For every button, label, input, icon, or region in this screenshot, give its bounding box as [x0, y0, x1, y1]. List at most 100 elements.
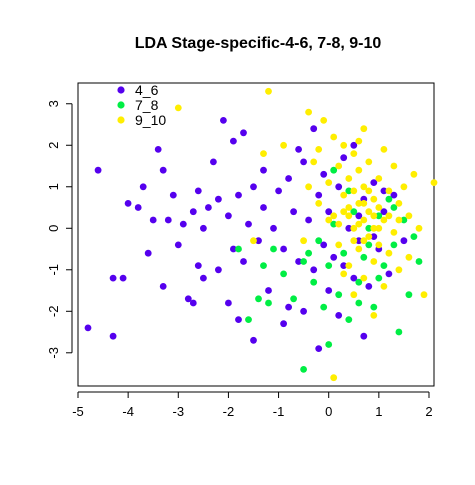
x-tick-label: -2 — [223, 404, 235, 419]
point-9_10 — [340, 270, 348, 278]
point-4_6 — [335, 183, 343, 191]
point-9_10 — [330, 212, 338, 220]
point-4_6 — [194, 262, 202, 269]
point-4_6 — [169, 191, 177, 199]
point-4_6 — [230, 137, 237, 145]
point-9_10 — [310, 158, 318, 166]
y-axis: -3 -2 -1 0 1 2 3 — [46, 100, 73, 359]
point-4_6 — [315, 345, 323, 352]
point-9_10 — [330, 133, 338, 141]
point-9_10 — [375, 241, 383, 249]
point-7_8 — [235, 245, 242, 253]
point-4_6 — [250, 336, 257, 344]
point-4_6 — [325, 287, 333, 294]
point-7_8 — [345, 316, 353, 323]
point-4_6 — [184, 295, 192, 303]
point-9_10 — [250, 237, 257, 245]
point-7_8 — [280, 270, 287, 278]
x-tick-label: -3 — [173, 404, 185, 419]
point-7_8 — [355, 278, 363, 286]
point-7_8 — [300, 366, 307, 373]
legend-label-4_6: 4_6 — [135, 82, 159, 98]
point-4_6 — [325, 208, 333, 216]
point-4_6 — [320, 170, 328, 178]
point-9_10 — [390, 162, 398, 170]
point-4_6 — [280, 320, 287, 328]
point-4_6 — [330, 253, 338, 261]
point-9_10 — [335, 241, 343, 249]
point-9_10 — [370, 212, 378, 220]
point-9_10 — [395, 266, 403, 274]
point-4_6 — [124, 200, 132, 207]
x-tick-label: 2 — [425, 404, 432, 419]
point-4_6 — [174, 241, 182, 249]
point-4_6 — [385, 270, 393, 278]
point-4_6 — [335, 312, 343, 319]
point-9_10 — [395, 200, 403, 207]
point-7_8 — [355, 299, 363, 307]
point-4_6 — [250, 183, 257, 191]
point-9_10 — [315, 200, 323, 207]
point-9_10 — [355, 137, 363, 145]
point-9_10 — [300, 237, 307, 245]
point-9_10 — [325, 179, 333, 187]
legend-marker-4_6 — [117, 86, 125, 94]
point-9_10 — [350, 224, 358, 232]
point-7_8 — [340, 249, 348, 257]
point-4_6 — [380, 208, 388, 216]
point-7_8 — [390, 204, 398, 211]
point-4_6 — [235, 191, 242, 199]
data-points — [84, 87, 438, 382]
point-4_6 — [159, 283, 167, 290]
point-9_10 — [360, 183, 368, 191]
y-tick-label: 0 — [46, 225, 61, 232]
point-7_8 — [245, 316, 252, 323]
point-9_10 — [355, 220, 363, 228]
point-7_8 — [365, 241, 373, 249]
point-9_10 — [360, 274, 368, 282]
point-9_10 — [174, 104, 182, 112]
x-tick-label: 1 — [375, 404, 382, 419]
point-7_8 — [380, 262, 388, 269]
point-4_6 — [320, 241, 328, 249]
point-4_6 — [315, 191, 323, 199]
point-9_10 — [380, 216, 388, 224]
point-7_8 — [300, 258, 307, 265]
point-4_6 — [310, 266, 318, 274]
point-4_6 — [200, 224, 207, 232]
point-7_8 — [395, 328, 403, 336]
point-9_10 — [320, 117, 328, 124]
point-4_6 — [109, 332, 117, 340]
point-9_10 — [430, 179, 438, 187]
point-4_6 — [300, 307, 307, 315]
point-9_10 — [335, 220, 343, 228]
point-9_10 — [360, 216, 368, 224]
point-7_8 — [375, 212, 383, 220]
point-9_10 — [330, 374, 338, 382]
y-tick-label: 3 — [46, 100, 61, 107]
point-7_8 — [415, 258, 423, 265]
point-9_10 — [370, 312, 378, 319]
point-4_6 — [144, 249, 152, 257]
y-tick-label: -2 — [46, 306, 61, 318]
point-4_6 — [400, 237, 408, 245]
point-4_6 — [194, 187, 202, 195]
point-4_6 — [240, 258, 247, 265]
legend-label-9_10: 9_10 — [135, 112, 166, 128]
point-9_10 — [360, 125, 368, 133]
point-4_6 — [270, 224, 277, 232]
x-tick-label: 0 — [325, 404, 332, 419]
point-9_10 — [365, 233, 373, 241]
point-4_6 — [275, 187, 282, 195]
point-9_10 — [325, 216, 333, 224]
point-9_10 — [365, 187, 373, 195]
point-4_6 — [215, 195, 222, 203]
point-9_10 — [380, 283, 388, 290]
point-7_8 — [265, 299, 272, 307]
point-4_6 — [240, 129, 247, 137]
point-9_10 — [375, 204, 383, 211]
point-7_8 — [320, 303, 328, 311]
point-9_10 — [420, 291, 428, 299]
point-9_10 — [360, 237, 368, 245]
legend-label-7_8: 7_8 — [135, 97, 159, 113]
